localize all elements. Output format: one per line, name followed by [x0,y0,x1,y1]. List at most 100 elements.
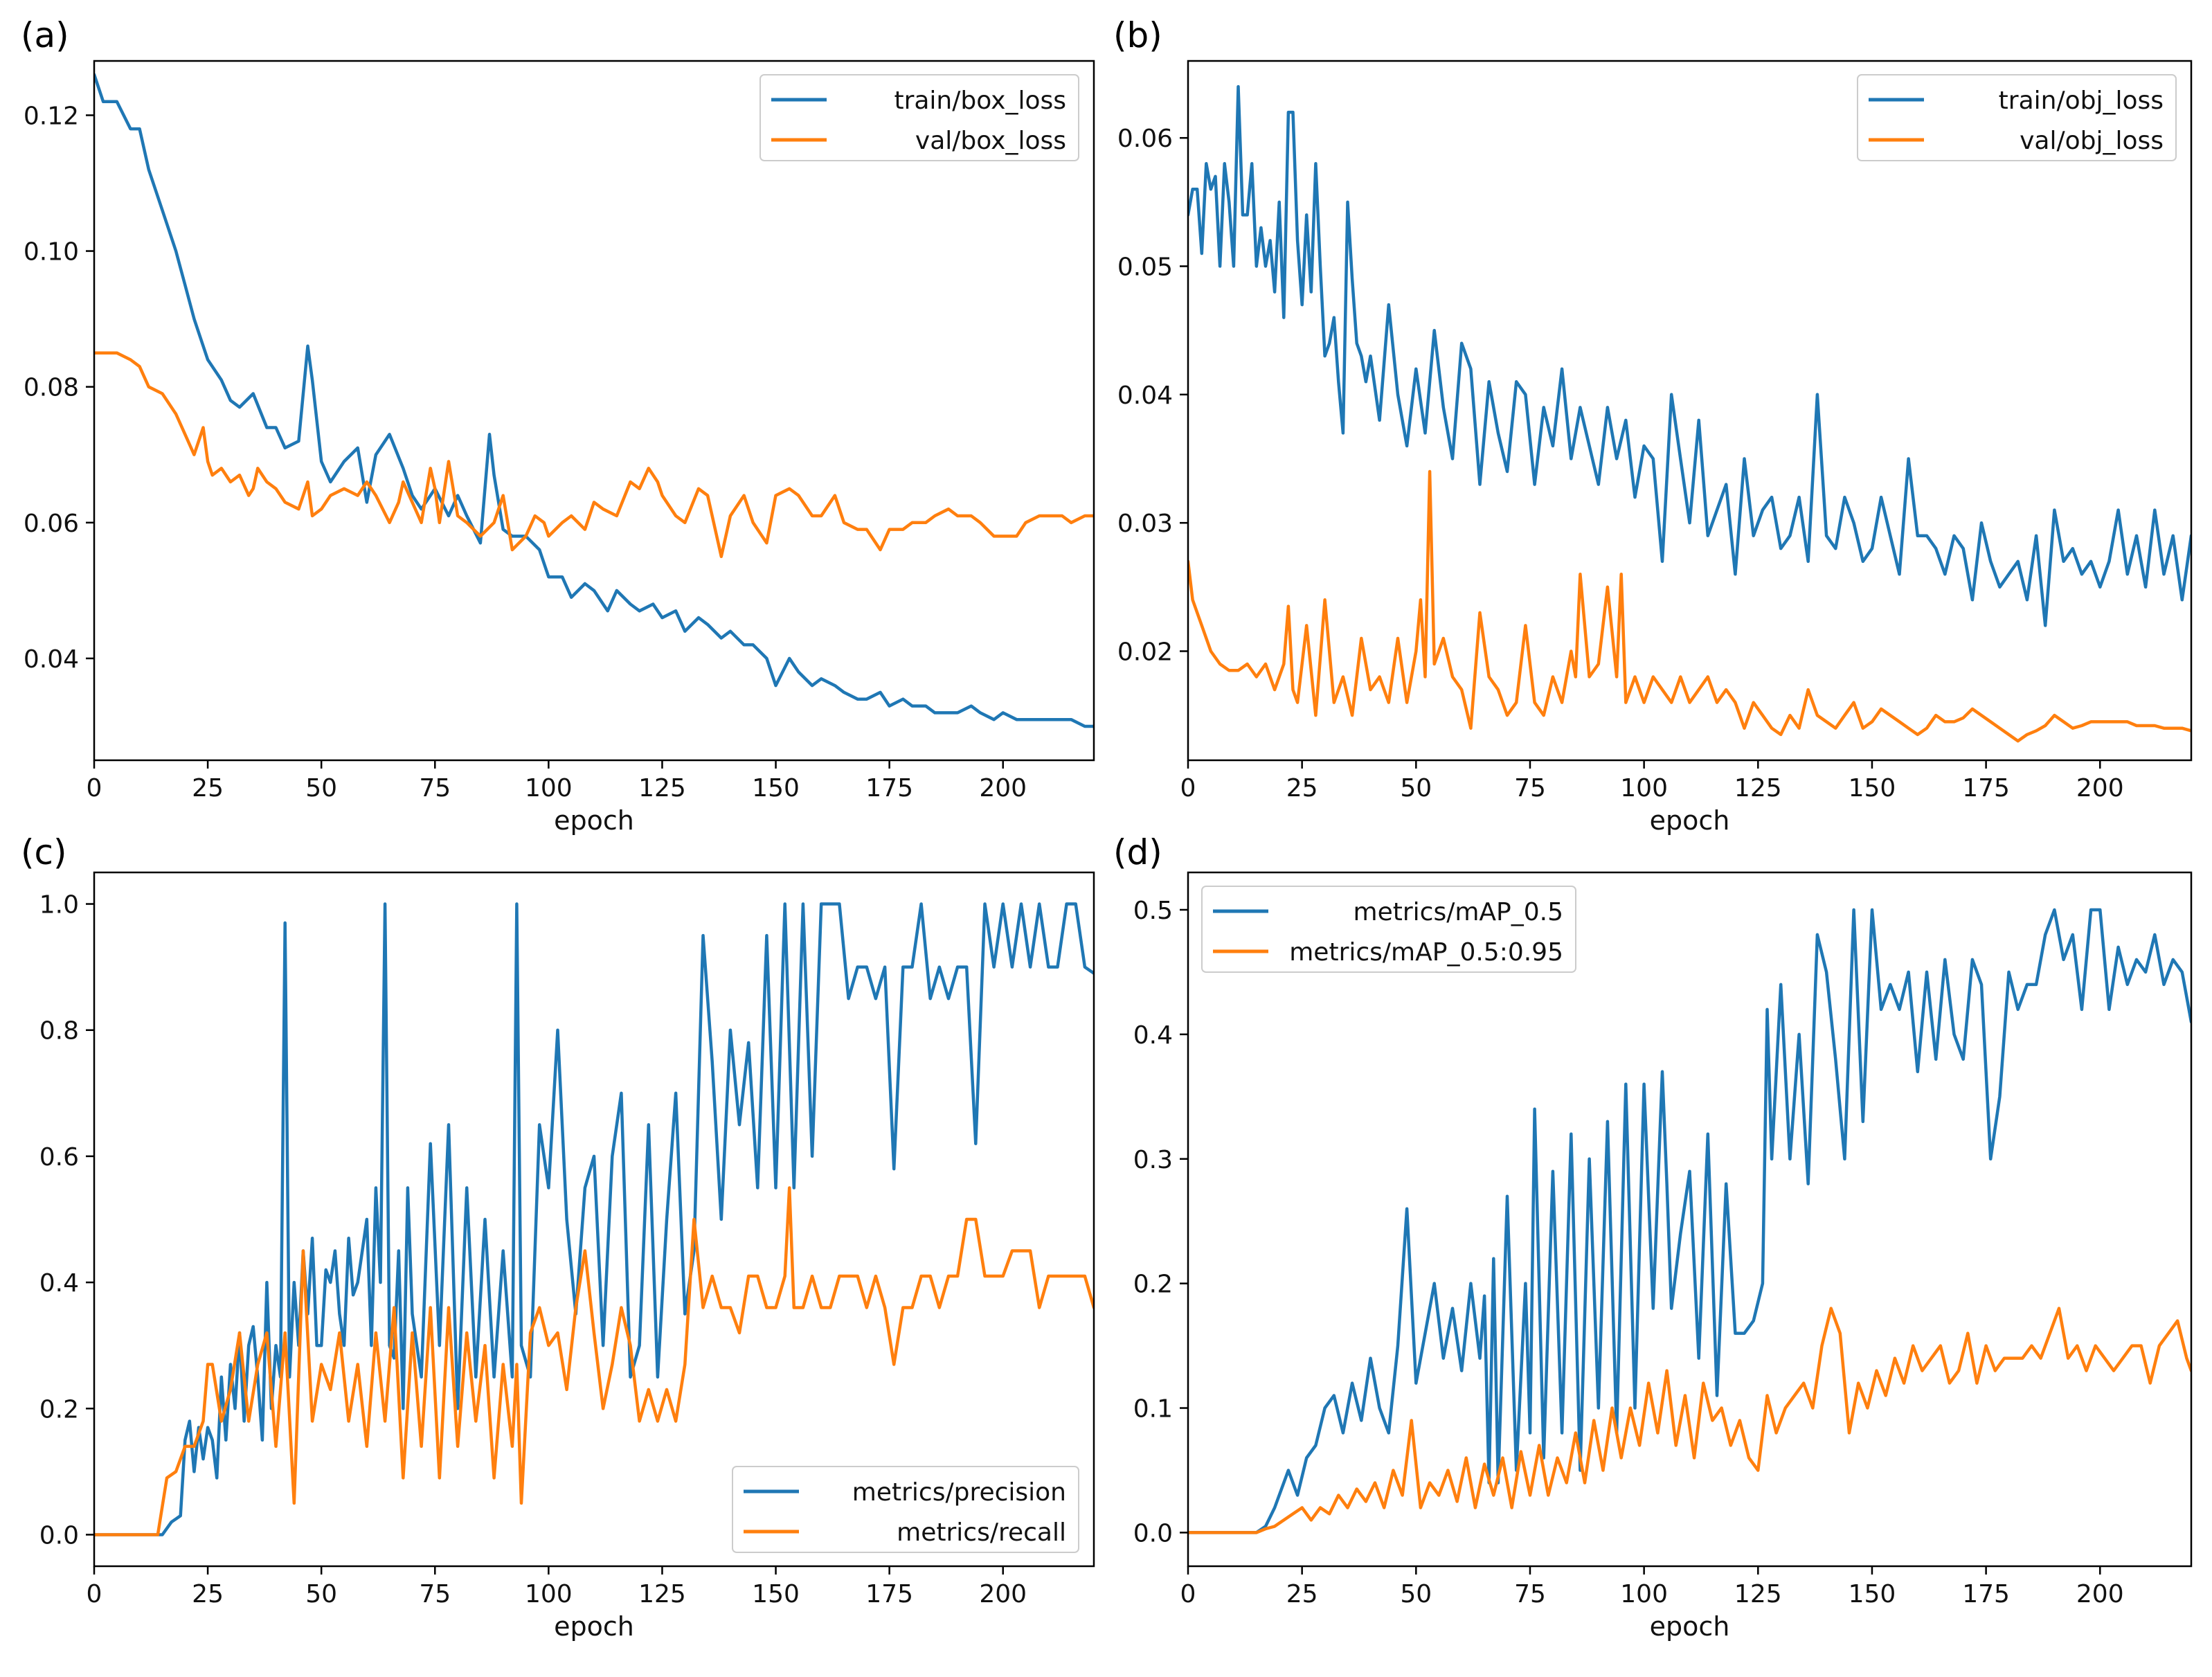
y-tick-label: 0.06 [1117,125,1173,153]
series-line-val-obj-loss [1188,469,2191,743]
axes-frame [1187,871,2193,1568]
legend: metrics/precision metrics/recall [732,1466,1079,1553]
plot-area [1188,84,2191,743]
panel-label: (a) [21,15,69,55]
x-tick-label: 200 [979,774,1027,802]
y-tick-label: 0.0 [39,1521,79,1550]
legend-label: metrics/precision [852,1478,1066,1507]
legend-label: metrics/recall [897,1518,1066,1547]
y-tick-label: 0.04 [1117,382,1173,410]
x-tick-label: 50 [305,774,337,802]
panel-label: (d) [1113,832,1162,872]
x-tick-label: 25 [1286,774,1318,802]
legend: metrics/mAP_0.5 metrics/mAP_0.5:0.95 [1201,886,1576,973]
series-line-train-box-loss [94,73,1094,728]
x-tick-label: 150 [1849,1580,1896,1608]
x-axis-label: epoch [1650,805,1730,836]
x-axis-label: epoch [1650,1611,1730,1642]
x-tick-label: 0 [1180,1580,1196,1608]
legend-label: val/obj_loss [2020,127,2164,155]
legend: train/obj_loss val/obj_loss [1857,74,2177,161]
x-tick-label: 125 [1734,1580,1782,1608]
legend-box [759,74,1079,161]
x-tick-label: 75 [419,774,451,802]
x-tick-label: 125 [1734,774,1782,802]
y-tick-label: 0.10 [24,238,79,267]
x-tick-label: 100 [1620,774,1668,802]
series-line-val-box-loss [94,351,1094,559]
legend-label: metrics/mAP_0.5:0.95 [1289,938,1563,967]
x-tick-label: 175 [865,1580,913,1608]
y-tick-label: 0.12 [24,102,79,130]
legend-box [732,1466,1079,1553]
x-tick-label: 125 [638,774,686,802]
y-tick-label: 0.08 [24,374,79,402]
legend: train/box_loss val/box_loss [759,74,1079,161]
y-tick-label: 0.04 [24,645,79,674]
series-line-train-obj-loss [1188,84,2191,627]
x-tick-label: 125 [638,1580,686,1608]
x-tick-label: 0 [87,774,102,802]
y-tick-label: 0.2 [1133,1271,1173,1299]
y-tick-label: 1.0 [39,891,79,920]
y-tick-label: 0.4 [1133,1021,1173,1050]
x-tick-label: 100 [525,1580,573,1608]
x-tick-label: 100 [1620,1580,1668,1608]
legend-label: train/obj_loss [1999,87,2164,115]
y-tick-label: 0.0 [1133,1519,1173,1548]
plot-area [1188,908,2191,1534]
plot-area [94,902,1094,1536]
axes-frame [93,871,1095,1568]
legend-box [1201,886,1576,973]
x-tick-label: 200 [2076,1580,2124,1608]
x-tick-label: 200 [2076,774,2124,802]
y-tick-label: 0.8 [39,1017,79,1046]
y-tick-label: 0.2 [39,1395,79,1424]
x-axis-label: epoch [554,805,634,836]
y-tick-label: 0.03 [1117,510,1173,538]
x-tick-label: 25 [192,1580,224,1608]
y-tick-label: 0.05 [1117,253,1173,282]
series-line-metrics-recall [94,1186,1094,1536]
y-tick-label: 0.5 [1133,897,1173,925]
axes-frame [1187,60,2193,762]
legend-box [1857,74,2177,161]
x-tick-label: 150 [752,774,800,802]
x-tick-label: 150 [1849,774,1896,802]
x-axis-label: epoch [554,1611,634,1642]
y-tick-label: 0.4 [39,1269,79,1298]
x-tick-label: 50 [1400,774,1432,802]
x-tick-label: 25 [192,774,224,802]
series-line-metrics-map-0-5 [1188,908,2191,1534]
legend-label: metrics/mAP_0.5 [1354,898,1563,926]
x-tick-label: 75 [419,1580,451,1608]
x-tick-label: 0 [1180,774,1196,802]
panel-label: (c) [21,832,67,872]
x-tick-label: 175 [865,774,913,802]
legend-label: val/box_loss [915,127,1066,155]
x-tick-label: 100 [525,774,573,802]
x-tick-label: 150 [752,1580,800,1608]
legend-label: train/box_loss [894,87,1066,115]
chart-panel-c: (c) 0 25 50 75 100 125 150 175 200 0.0 0.2 0.4 0.6 0.8… [21,832,1095,1642]
axes-frame [93,60,1095,762]
series-line-metrics-precision [94,902,1094,1536]
x-tick-label: 175 [1962,774,2010,802]
chart-panel-b: (b) 0 25 50 75 100 125 150 175 200 0.02 0.03 0.04 0.0… [1113,15,2193,836]
x-tick-label: 75 [1514,1580,1546,1608]
x-tick-label: 200 [979,1580,1027,1608]
y-tick-label: 0.1 [1133,1395,1173,1424]
x-tick-label: 75 [1514,774,1546,802]
series-line-metrics-map-0-5-0-95 [1188,1307,2191,1534]
chart-panel-d: (d) 0 25 50 75 100 125 150 175 200 0.0 0.1 0.2 0.3 0.4… [1113,832,2193,1642]
x-tick-label: 0 [87,1580,102,1608]
x-tick-label: 50 [1400,1580,1432,1608]
chart-panel-a: (a) 0 25 50 75 100 125 150 175 200 0.04 0.06 0.08 0.1… [21,15,1095,836]
x-tick-label: 175 [1962,1580,2010,1608]
y-tick-label: 0.02 [1117,638,1173,666]
plot-area [94,73,1094,728]
y-tick-label: 0.6 [39,1143,79,1172]
y-tick-label: 0.3 [1133,1146,1173,1174]
x-tick-label: 50 [305,1580,337,1608]
